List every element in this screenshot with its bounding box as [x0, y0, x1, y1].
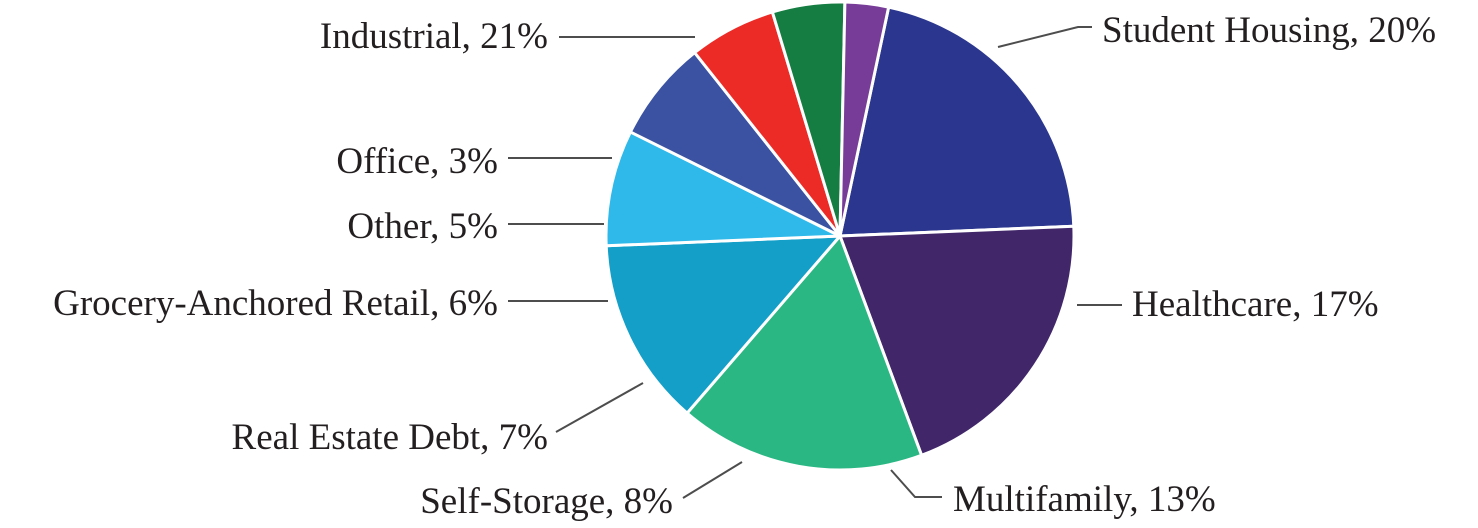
slice-label-industrial: Industrial, 21% — [320, 16, 548, 57]
pie-slices — [604, 0, 1076, 472]
slice-label-self-storage: Self-Storage, 8% — [420, 481, 673, 522]
pie-slice-healthcare — [685, 234, 924, 472]
pie-slice-multifamily — [604, 234, 842, 415]
slice-labels: Industrial, 21% Student Housing, 20% Healt… — [53, 10, 1436, 522]
pie-slice-industrial — [838, 5, 1076, 238]
leader-lines — [508, 26, 1122, 499]
pie-slice-student-housing — [838, 224, 1076, 457]
slice-label-grocery-anchored-retail: Grocery-Anchored Retail, 6% — [53, 283, 498, 324]
leader-line-real-estate-debt — [555, 382, 644, 433]
leader-line-self-storage — [682, 461, 743, 499]
pie-slice-office — [838, 0, 891, 238]
slice-label-real-estate-debt: Real Estate Debt, 7% — [232, 417, 548, 458]
slice-label-healthcare: Healthcare, 17% — [1132, 284, 1379, 325]
leader-line-multifamily — [890, 469, 942, 498]
leader-line-student-housing — [997, 26, 1092, 48]
pie-slice-real-estate-debt — [628, 51, 842, 238]
slice-label-student-housing: Student Housing, 20% — [1102, 10, 1436, 51]
slice-label-other: Other, 5% — [347, 206, 498, 247]
slice-label-multifamily: Multifamily, 13% — [953, 479, 1216, 520]
slice-label-office: Office, 3% — [336, 141, 498, 182]
pie-slice-self-storage — [604, 130, 842, 248]
